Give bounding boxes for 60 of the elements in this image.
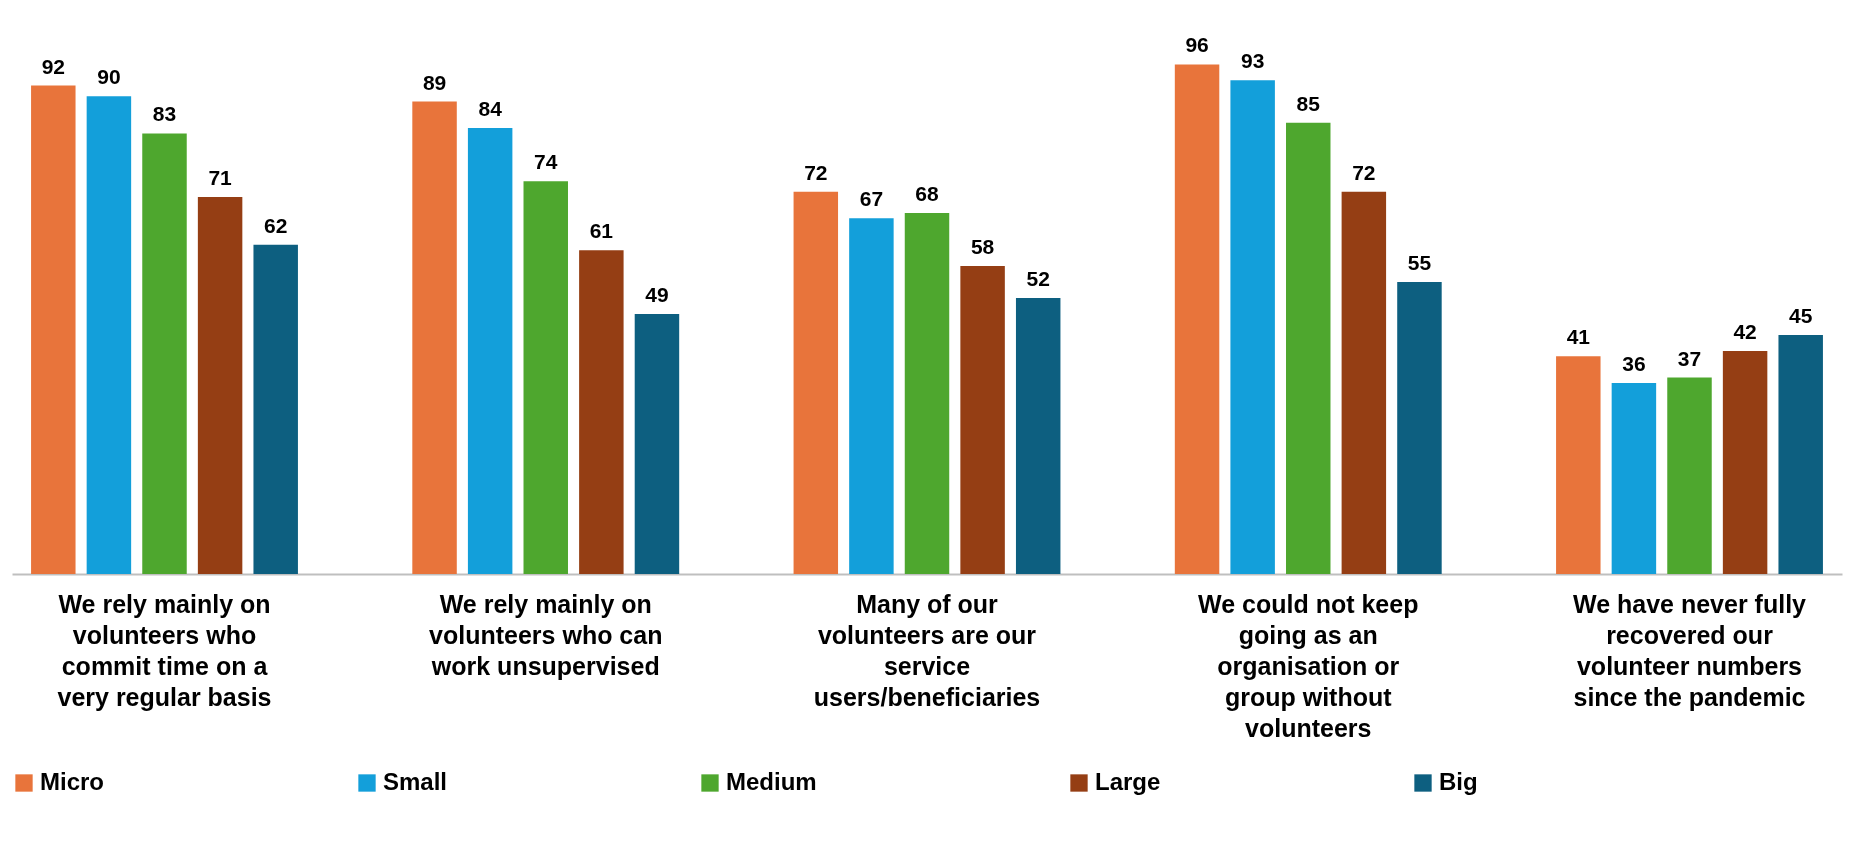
bar [197, 197, 243, 574]
legend-label: Big [1439, 768, 1478, 795]
legend-label: Large [1095, 768, 1161, 795]
data-label: 62 [264, 213, 288, 237]
bar [849, 218, 894, 574]
bar [1286, 122, 1331, 574]
bar [634, 313, 680, 574]
data-label: 72 [804, 160, 828, 184]
bar [1341, 191, 1387, 574]
data-label: 55 [1407, 251, 1432, 275]
data-label: 42 [1733, 320, 1757, 344]
bar [1230, 80, 1275, 574]
x-tick-label: We could not keep going as an organisation or group without volunteers [1198, 589, 1419, 742]
data-label: 93 [1240, 49, 1265, 73]
data-label: 68 [915, 182, 939, 206]
data-label: 92 [41, 54, 65, 78]
bar [1778, 335, 1823, 574]
bar [1397, 282, 1442, 574]
bar [793, 191, 839, 574]
bar [253, 244, 298, 574]
x-tick-label: Many of our volunteers are our service users/beneficiaries [813, 589, 1041, 711]
data-label: 90 [97, 65, 121, 89]
bar [31, 85, 76, 574]
data-label: 85 [1296, 91, 1321, 115]
legend-label: Small [383, 768, 448, 795]
data-label: 84 [478, 97, 503, 121]
data-label: 74 [534, 150, 558, 174]
bar [523, 181, 568, 574]
bar [1556, 356, 1601, 574]
data-label: 96 [1185, 33, 1209, 57]
data-label: 71 [208, 166, 233, 190]
data-label: 49 [645, 282, 669, 306]
legend-label: Micro [40, 768, 105, 795]
x-tick-label: We rely mainly on volunteers who commit time on a very regular basis [57, 589, 272, 711]
data-label: 89 [422, 70, 447, 94]
data-label: 41 [1566, 325, 1591, 349]
data-label: 36 [1622, 351, 1646, 375]
bar [1722, 351, 1768, 574]
legend-label: Medium [726, 768, 817, 795]
bar [579, 250, 624, 574]
bar [467, 128, 513, 574]
data-label: 67 [859, 187, 884, 211]
bar [1174, 64, 1220, 574]
data-label: 52 [1026, 266, 1050, 290]
data-label: 58 [970, 235, 995, 259]
bar [86, 96, 132, 574]
data-label: 61 [589, 219, 614, 243]
x-tick-label: We rely mainly on volunteers who can work unsupervised [429, 589, 663, 680]
data-label: 83 [152, 102, 177, 126]
bar [960, 266, 1005, 574]
bar [412, 101, 457, 574]
data-label: 72 [1352, 160, 1376, 184]
bar [1611, 382, 1657, 574]
data-label: 45 [1789, 304, 1813, 328]
bar [1667, 377, 1712, 574]
bar [904, 213, 950, 574]
bar [142, 133, 187, 574]
bar [1015, 297, 1061, 574]
x-tick-label: We have never fully recovered our volunteer numbers since the pandemic [1573, 589, 1807, 711]
data-label: 37 [1677, 346, 1702, 370]
